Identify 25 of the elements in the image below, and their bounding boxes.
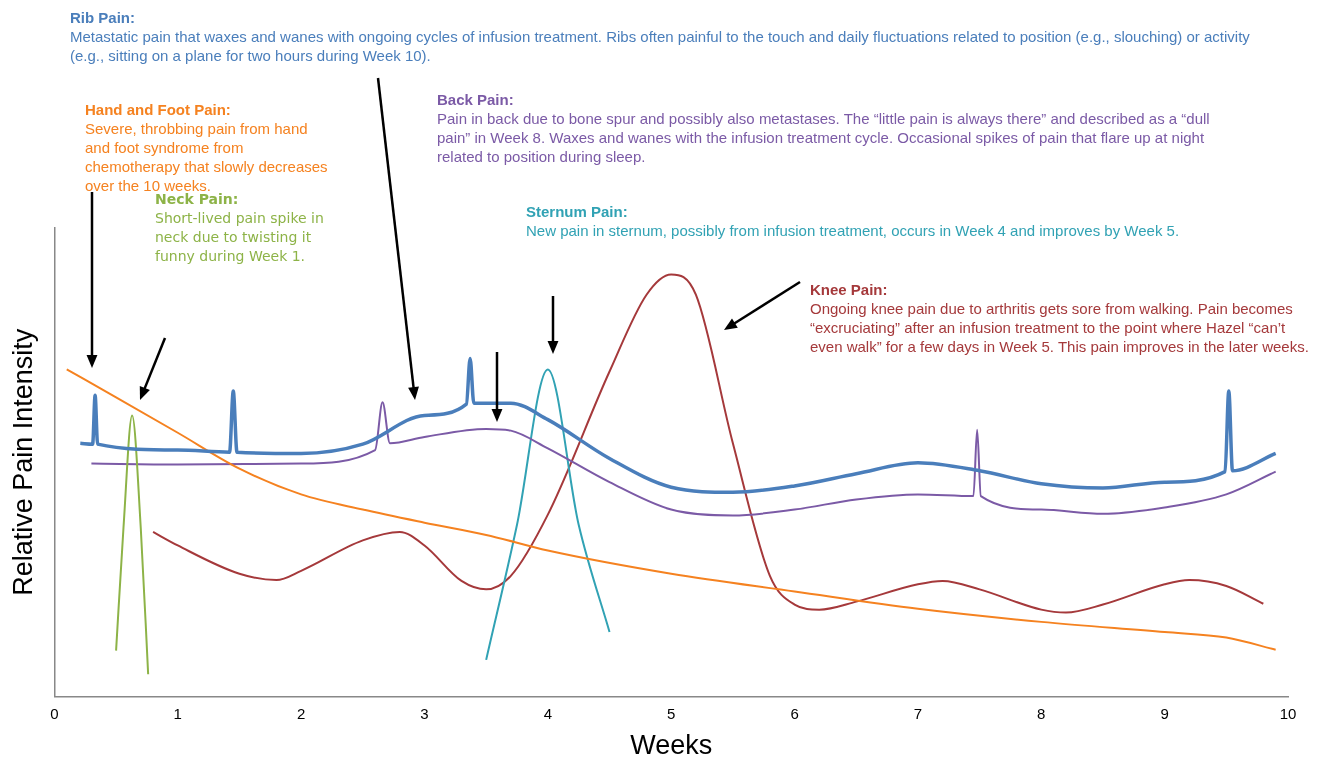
x-tick-label: 9 (1160, 704, 1169, 722)
text: Back Pain: (437, 90, 515, 109)
text: Sternum Pain: (526, 202, 629, 221)
x-tick-label: 1 (173, 704, 182, 722)
annotation: Ongoing knee pain due to arthritis gets sore from walking. Pain becomes “excruciating” after an infusion treatment to the point where Hazel “can’t even walk” for a few days in Week 5. This pain improves in the later weeks. (810, 300, 1309, 355)
text: Rib Pain: (70, 8, 136, 27)
x-tick-label: 4 (543, 704, 553, 722)
text: Pain in back due to bone spur and possibly also metastases. The “little pain is always there” and described as a “dull pain” in Week 8. Waxes and wanes with the infusion treatment cycle. Occasional spikes of pain that flare up at night related to position during sleep. (437, 110, 1210, 165)
text: Short-lived pain spike in neck due to twisting it funny during Week 1. (155, 210, 324, 264)
text: New pain in sternum, possibly from infusion treatment, occurs in Week 4 and improves by Week 5. (526, 222, 1180, 239)
text: Severe, throbbing pain from hand and foot syndrome from chemotherapy that slowly decreases over the 10 weeks. (85, 120, 328, 194)
x-tick-label: 2 (296, 704, 306, 722)
y-axis-title: Relative Pain Intensity (7, 328, 38, 596)
x-tick-label: 0 (50, 704, 59, 722)
x-tick-label: 3 (420, 704, 429, 722)
x-tick-label: 5 (667, 704, 676, 722)
x-tick-label: 10 (1279, 704, 1297, 722)
x-tick-label: 6 (790, 704, 799, 722)
text: Metastatic pain that waxes and wanes with ongoing cycles of infusion treatment. Ribs often painful to the touch and daily fluctuations related to position (e.g., slouching) or activity (e.g., sitting on a plane for two hours during Week 10). (70, 28, 1250, 64)
text: Neck Pain: (155, 191, 240, 209)
x-tick-label: 8 (1037, 704, 1046, 722)
text: Hand and Foot Pain: (85, 100, 232, 119)
text: Knee Pain: (810, 280, 889, 299)
x-tick-label: 7 (913, 704, 923, 722)
x-axis-title: Weeks (630, 730, 713, 761)
